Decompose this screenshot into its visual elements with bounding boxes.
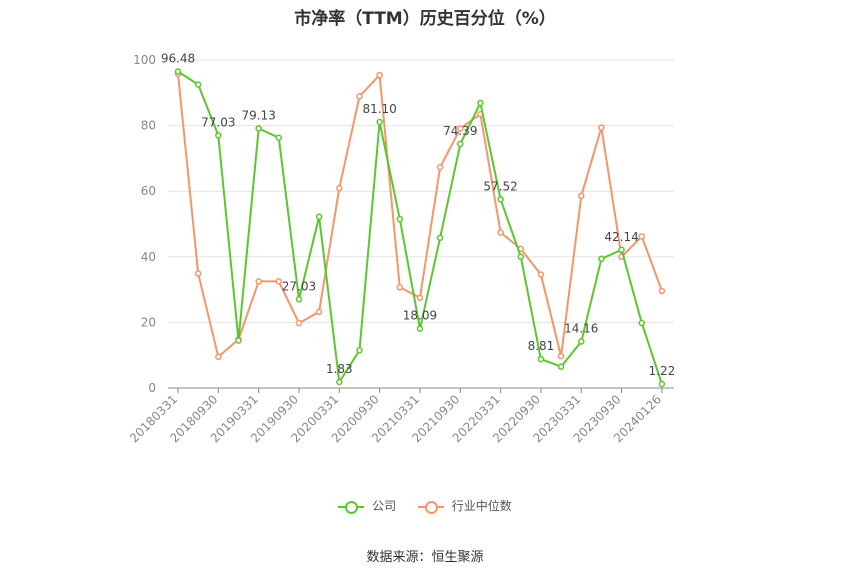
data-point <box>295 296 303 303</box>
data-point <box>598 124 605 131</box>
y-tick-label: 40 <box>141 250 156 264</box>
data-point <box>315 213 323 221</box>
data-point <box>638 233 646 240</box>
data-point <box>215 132 222 139</box>
data-point <box>336 184 343 192</box>
data-point <box>578 192 585 200</box>
data-point <box>194 270 202 277</box>
legend-label-company: 公司 <box>372 499 397 513</box>
data-point <box>275 134 283 141</box>
data-point <box>457 140 464 148</box>
y-tick-label: 100 <box>133 53 156 67</box>
data-label: 14.16 <box>564 322 598 336</box>
chart-title: 市净率（TTM）历史百分位（%） <box>294 9 556 29</box>
data-source-note: 数据来源：恒生聚源 <box>366 550 484 565</box>
data-point <box>376 118 383 126</box>
data-label: 74.39 <box>443 124 477 138</box>
data-label: 27.03 <box>282 279 316 293</box>
data-label: 57.52 <box>483 179 517 193</box>
data-point <box>396 284 404 291</box>
data-point <box>557 352 565 360</box>
data-point <box>497 229 504 236</box>
data-point <box>477 99 484 107</box>
data-label: 81.10 <box>362 102 396 116</box>
data-label: 77.03 <box>201 115 235 129</box>
data-point <box>356 347 363 354</box>
data-label: 8.81 <box>528 339 555 353</box>
y-tick-label: 0 <box>148 381 156 395</box>
data-point <box>336 378 343 386</box>
legend: 公司 行业中位数 <box>0 497 850 514</box>
data-label: 1.83 <box>326 362 353 376</box>
data-point <box>618 246 625 254</box>
y-tick-label: 80 <box>141 119 156 133</box>
legend-label-industry-median: 行业中位数 <box>451 499 512 513</box>
data-point <box>557 363 565 370</box>
data-point <box>416 325 424 332</box>
data-point <box>255 125 262 132</box>
data-point <box>356 93 363 100</box>
data-point <box>235 337 242 344</box>
data-point <box>497 196 504 203</box>
y-tick-label: 20 <box>141 315 156 329</box>
data-point <box>174 68 182 75</box>
data-point <box>457 125 464 132</box>
data-point <box>255 278 262 285</box>
data-label: 18.09 <box>403 309 437 323</box>
data-point <box>436 164 444 171</box>
data-point <box>194 81 202 88</box>
data-point <box>658 380 666 388</box>
legend-marker-company <box>338 500 365 514</box>
data-point <box>396 215 404 223</box>
data-point <box>658 287 666 295</box>
data-label: 79.13 <box>241 108 275 122</box>
data-point <box>598 255 605 263</box>
legend-item-industry-median[interactable]: 行业中位数 <box>417 497 512 514</box>
y-tick-label: 60 <box>141 184 156 198</box>
data-point <box>537 355 545 363</box>
data-point <box>215 353 222 361</box>
data-point <box>416 294 424 302</box>
legend-marker-industry-median <box>417 500 444 514</box>
data-label: 96.48 <box>161 52 195 66</box>
data-point <box>537 271 545 278</box>
legend-item-company[interactable]: 公司 <box>338 497 396 514</box>
data-point <box>295 319 303 327</box>
data-point <box>315 308 323 316</box>
line-chart: 0204060801002018033120180930201903312019… <box>127 52 676 446</box>
data-point <box>638 319 646 327</box>
data-point <box>517 253 525 261</box>
data-point <box>376 71 383 79</box>
data-point <box>578 338 585 345</box>
data-point <box>436 234 444 242</box>
data-label: 1.22 <box>649 364 676 378</box>
data-label: 42.14 <box>604 230 638 244</box>
data-point <box>275 278 283 285</box>
